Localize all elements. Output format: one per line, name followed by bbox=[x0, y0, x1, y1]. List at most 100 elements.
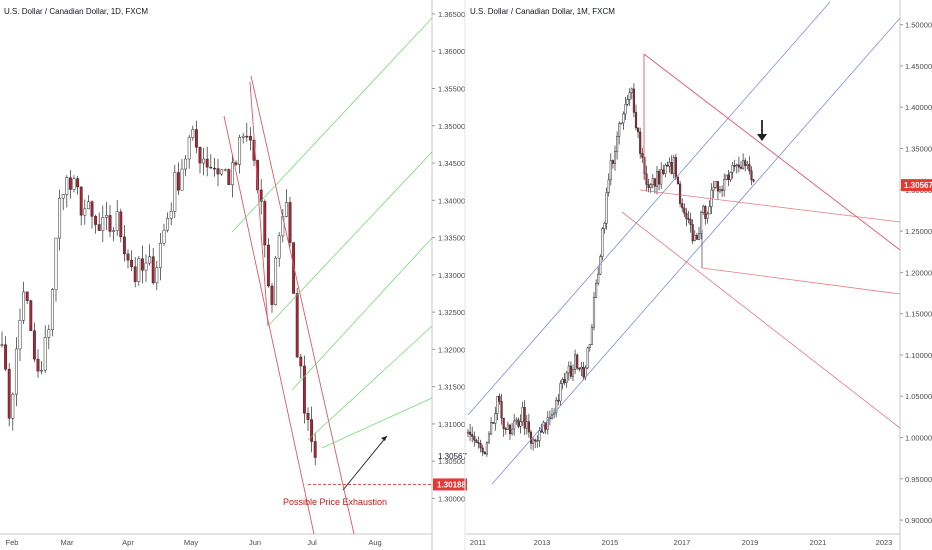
monthly-candle bbox=[496, 395, 499, 414]
daily-candle bbox=[68, 177, 72, 190]
monthly-candle bbox=[597, 273, 600, 284]
daily-candle bbox=[209, 166, 213, 169]
daily-candle bbox=[230, 162, 234, 185]
monthly-candle bbox=[752, 179, 755, 182]
daily-candle bbox=[216, 168, 220, 175]
daily-candle bbox=[191, 129, 195, 138]
monthly-candle bbox=[517, 419, 520, 427]
monthly-candle bbox=[540, 430, 543, 433]
daily-candle bbox=[61, 194, 65, 199]
monthly-candle bbox=[618, 123, 621, 137]
daily-candle bbox=[284, 202, 288, 217]
monthly-candle bbox=[592, 297, 596, 328]
monthly-candle bbox=[674, 157, 677, 178]
daily-candle bbox=[86, 201, 90, 210]
daily-y-tick-label: 1.34000 bbox=[438, 196, 465, 205]
monthly-last-price-tag bbox=[901, 179, 932, 192]
daily-candle bbox=[248, 135, 252, 141]
monthly-channel-lower bbox=[491, 17, 901, 485]
monthly-candle bbox=[695, 235, 698, 240]
monthly-candle bbox=[584, 367, 587, 378]
monthly-candle bbox=[681, 203, 684, 209]
daily-x-tick-label: Feb bbox=[6, 538, 19, 547]
daily-candle bbox=[0, 344, 4, 346]
monthly-candle bbox=[571, 369, 575, 377]
daily-candle bbox=[32, 330, 36, 360]
monthly-candle bbox=[739, 166, 743, 169]
monthly-candle bbox=[574, 354, 577, 370]
daily-candle bbox=[198, 147, 202, 164]
daily-y-tick-label: 1.32500 bbox=[438, 308, 465, 317]
daily-candle bbox=[83, 208, 87, 216]
daily-candle bbox=[137, 258, 141, 282]
monthly-candle bbox=[613, 151, 617, 164]
daily-y-tick-label: 1.36500 bbox=[438, 10, 465, 19]
daily-parallel-line bbox=[291, 237, 433, 391]
monthly-y-tick-label: 1.40000 bbox=[905, 103, 932, 112]
monthly-candle bbox=[603, 223, 606, 230]
monthly-candle bbox=[685, 213, 688, 219]
monthly-candle bbox=[466, 431, 470, 434]
daily-candle bbox=[292, 242, 296, 294]
daily-candle bbox=[173, 172, 177, 212]
monthly-candle bbox=[616, 136, 619, 152]
monthly-candle bbox=[647, 184, 650, 188]
daily-candle bbox=[122, 236, 126, 255]
monthly-candle bbox=[620, 122, 623, 125]
daily-candle bbox=[54, 237, 58, 290]
monthly-y-tick-label: 1.20000 bbox=[905, 268, 932, 277]
daily-candle bbox=[234, 162, 238, 165]
monthly-candle bbox=[576, 354, 579, 369]
monthly-candle bbox=[708, 206, 711, 215]
monthly-candle bbox=[542, 422, 545, 433]
daily-parallel-line bbox=[307, 325, 433, 441]
monthly-y-tick-label: 1.00000 bbox=[905, 434, 932, 443]
monthly-candle bbox=[725, 174, 728, 180]
monthly-candle bbox=[538, 430, 541, 441]
daily-level-tag-label: 1.30188 bbox=[437, 480, 466, 489]
monthly-candle bbox=[645, 173, 648, 185]
monthly-candle bbox=[475, 439, 478, 443]
monthly-candle bbox=[519, 421, 522, 427]
monthly-candle bbox=[668, 161, 671, 167]
monthly-candle bbox=[506, 424, 509, 430]
monthly-candle bbox=[500, 401, 503, 419]
monthly-x-tick-label: 2017 bbox=[674, 538, 691, 547]
monthly-candle bbox=[649, 184, 652, 188]
monthly-candle bbox=[498, 395, 501, 402]
monthly-candle bbox=[513, 420, 516, 430]
daily-candle bbox=[180, 168, 184, 191]
monthly-candle bbox=[487, 433, 491, 443]
monthly-candle bbox=[605, 192, 608, 224]
daily-candle bbox=[36, 358, 40, 372]
daily-candle bbox=[40, 369, 44, 372]
daily-candle bbox=[90, 201, 94, 217]
daily-candle bbox=[313, 441, 317, 458]
daily-chart-title: U.S. Dollar / Canadian Dollar, 1D, FXCM bbox=[4, 7, 148, 16]
monthly-candle bbox=[630, 88, 633, 93]
monthly-candle bbox=[511, 428, 514, 434]
daily-candle bbox=[202, 158, 206, 164]
daily-candle bbox=[4, 344, 8, 370]
daily-candle bbox=[245, 135, 249, 138]
monthly-candle bbox=[637, 127, 640, 133]
monthly-candle bbox=[515, 419, 518, 422]
daily-candle bbox=[306, 412, 310, 420]
monthly-candle bbox=[660, 169, 663, 185]
monthly-candle bbox=[700, 212, 703, 235]
monthly-candle bbox=[664, 164, 667, 174]
daily-projection-arrowhead bbox=[381, 436, 387, 441]
monthly-candle bbox=[601, 228, 604, 257]
monthly-candle bbox=[622, 113, 625, 124]
monthly-candle bbox=[565, 372, 568, 383]
monthly-y-tick-label: 1.25000 bbox=[905, 227, 932, 236]
daily-y-tick-label: 1.33000 bbox=[438, 271, 465, 280]
daily-candle bbox=[7, 368, 11, 419]
monthly-candle bbox=[504, 428, 507, 430]
monthly-candle bbox=[607, 179, 610, 193]
monthly-candle bbox=[634, 112, 638, 129]
monthly-candle bbox=[580, 366, 583, 370]
monthly-candle bbox=[527, 421, 530, 433]
daily-x-tick-label: Mar bbox=[61, 538, 74, 547]
